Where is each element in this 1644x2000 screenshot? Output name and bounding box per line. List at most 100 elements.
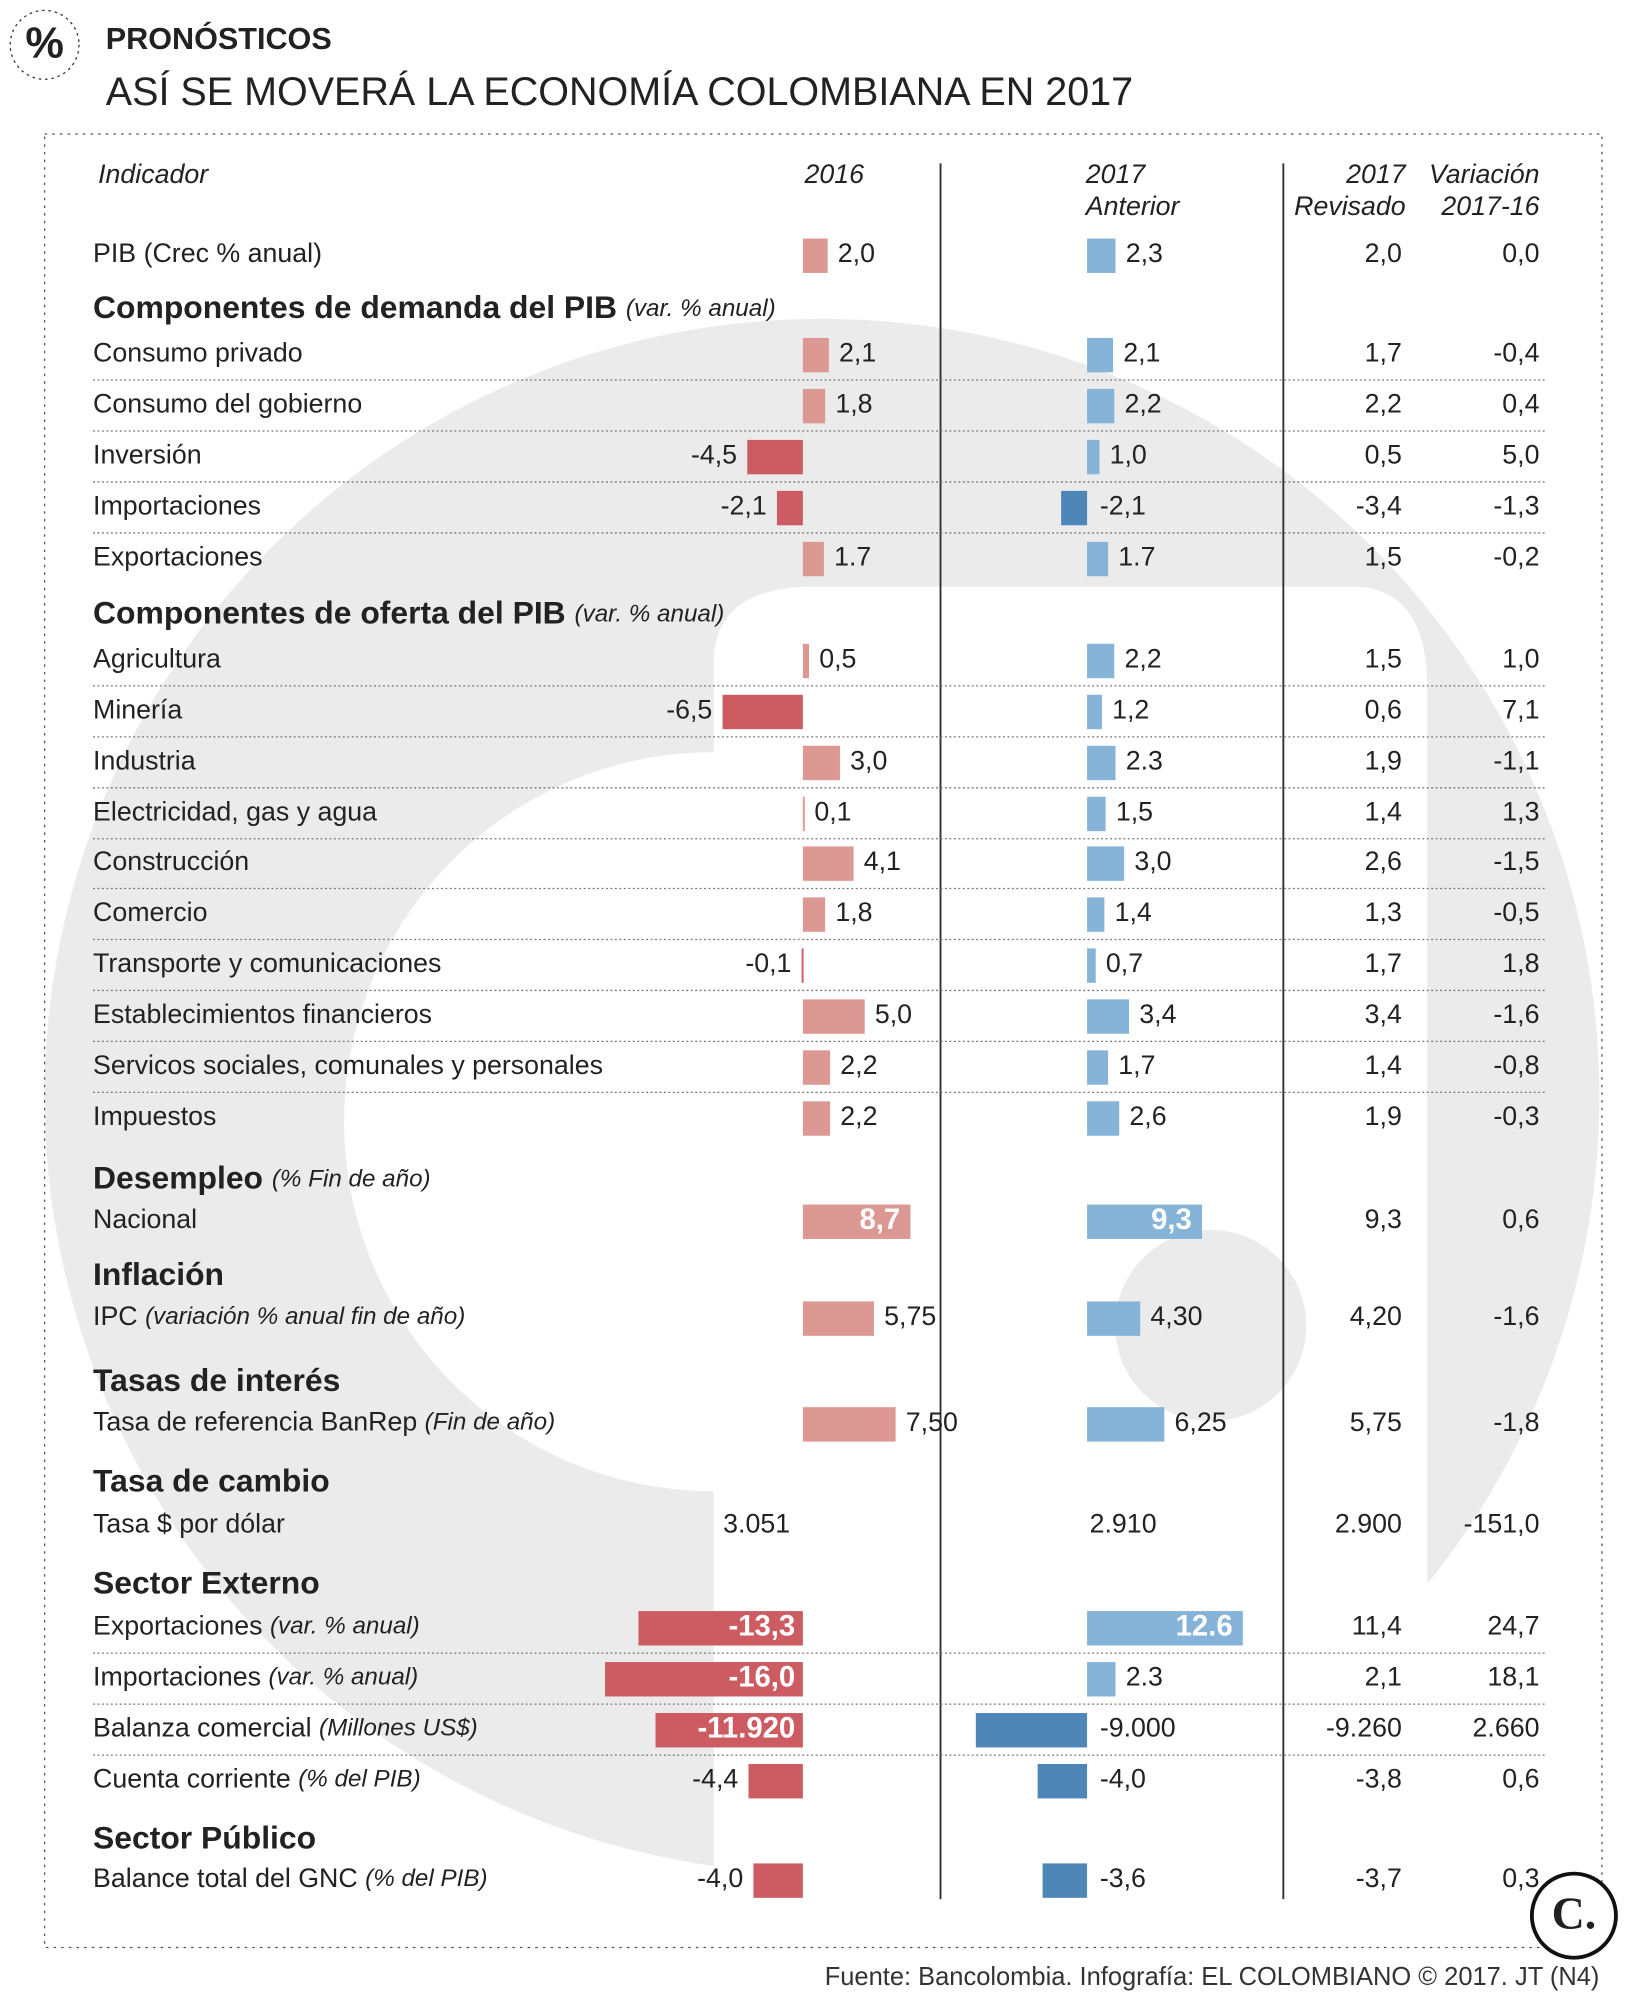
variacion: -1,5 [1493, 846, 1539, 876]
bar [802, 999, 865, 1034]
value-label: -2,1 [721, 490, 767, 520]
bar [753, 1863, 803, 1898]
bar [1087, 999, 1130, 1034]
row-label: Minería [93, 694, 182, 724]
value-label: 1,4 [1115, 897, 1152, 927]
variacion: -1,8 [1493, 1407, 1539, 1437]
revisado: 2,2 [1365, 389, 1402, 419]
col-header: 2017-16 [1440, 191, 1539, 221]
revisado: -3,4 [1356, 490, 1402, 520]
icon-circle [9, 9, 80, 80]
row-label: Importaciones (var. % anual) [93, 1662, 418, 1692]
watermark [44, 318, 1600, 1912]
variacion: 1,8 [1502, 948, 1539, 978]
variacion: -0,5 [1493, 897, 1539, 927]
value-label: 6,25 [1175, 1407, 1227, 1437]
row-label-text: Importaciones [93, 490, 261, 520]
value-label: 4,1 [864, 846, 901, 876]
revisado: -9.260 [1326, 1713, 1402, 1743]
bar [975, 1713, 1088, 1748]
title: ASÍ SE MOVERÁ LA ECONOMÍA COLOMBIANA EN … [106, 70, 1133, 114]
value-label: 2,0 [838, 238, 875, 268]
variacion: 0,6 [1502, 1764, 1539, 1794]
row-label: Consumo del gobierno [93, 389, 362, 419]
variacion: -1,3 [1493, 490, 1539, 520]
col-header: Variación [1429, 159, 1540, 189]
revisado: 1,5 [1365, 541, 1402, 571]
value-label: 9,3 [1151, 1203, 1192, 1236]
variacion: 18,1 [1487, 1662, 1539, 1692]
revisado: 2,1 [1365, 1662, 1402, 1692]
variacion: 0,3 [1502, 1863, 1539, 1893]
bar [1087, 238, 1116, 273]
row-note: (% del PIB) [365, 1865, 487, 1892]
row-label-text: Construcción [93, 846, 249, 876]
value-label: 2,2 [840, 1101, 877, 1131]
bar [802, 1101, 831, 1136]
bar [1087, 1407, 1165, 1442]
value-label: 2,6 [1129, 1101, 1166, 1131]
row-label-text: Balance total del GNC [93, 1863, 358, 1893]
revisado: 2.900 [1335, 1509, 1402, 1539]
bar [802, 1050, 831, 1085]
bar [1087, 796, 1106, 832]
value-label: -16,0 [728, 1660, 795, 1693]
bar [655, 1713, 803, 1748]
value-label: -11.920 [697, 1711, 795, 1744]
value-label: -2,1 [1100, 490, 1146, 520]
row-label-text: Tasa de referencia BanRep [93, 1407, 417, 1437]
bar [1087, 1611, 1243, 1646]
frame [43, 133, 1603, 1949]
row-label: Impuestos [93, 1101, 216, 1131]
row-label-text: Consumo del gobierno [93, 389, 362, 419]
section-title-text: Tasas de interés [93, 1362, 340, 1398]
section-title-text: Desempleo [93, 1160, 263, 1196]
value-label: 8,7 [860, 1203, 901, 1236]
revisado: -3,8 [1356, 1764, 1402, 1794]
revisado: 2,6 [1365, 846, 1402, 876]
variacion: 1,3 [1502, 796, 1539, 826]
bar [802, 897, 826, 932]
bar [1087, 388, 1115, 424]
row-label: Tasa de referencia BanRep (Fin de año) [93, 1407, 555, 1437]
variacion: -0,4 [1493, 338, 1539, 368]
value-label: 3,0 [850, 745, 887, 775]
value-label: 2,2 [1124, 643, 1161, 673]
value-label: -4,0 [1100, 1764, 1146, 1794]
revisado: 11,4 [1352, 1611, 1402, 1641]
bar [1087, 643, 1115, 679]
value-label: -4,4 [692, 1764, 738, 1794]
section-title-text: Componentes de oferta del PIB [93, 595, 566, 631]
bar [1087, 1101, 1120, 1136]
row-label-text: IPC [93, 1301, 138, 1331]
row-label-text: Transporte y comunicaciones [93, 948, 441, 978]
value-label: 1,8 [835, 897, 872, 927]
value-label: 2,3 [1126, 238, 1163, 268]
revisado: 0,6 [1365, 694, 1402, 724]
row-label-text: Electricidad, gas y agua [93, 796, 377, 826]
section-title-text: Inflación [93, 1257, 224, 1293]
revisado: 3,4 [1365, 999, 1402, 1029]
row-label: Inversión [93, 440, 202, 470]
value-label: -13,3 [728, 1609, 795, 1642]
row-label: Consumo privado [93, 338, 303, 368]
row-label-text: Consumo privado [93, 338, 303, 368]
value-label: 1.7 [834, 541, 871, 571]
row-label: Construcción [93, 846, 249, 876]
bar [1037, 1764, 1088, 1799]
section-title: Inflación [93, 1257, 224, 1293]
row-label-text: Exportaciones [93, 1611, 263, 1641]
bar [802, 541, 824, 577]
source: Fuente: Bancolombia. Infografía: EL COLO… [825, 1963, 1600, 1991]
row-label-text: Inversión [93, 440, 202, 470]
revisado: 1,9 [1365, 745, 1402, 775]
revisado: 1,7 [1365, 338, 1402, 368]
section-note: (% Fin de año) [272, 1166, 431, 1193]
value-label: 5,0 [875, 999, 912, 1029]
row-label: Industria [93, 745, 196, 775]
row-label-text: Comercio [93, 897, 207, 927]
value-label: 0,7 [1106, 948, 1143, 978]
revisado: 9,3 [1365, 1204, 1402, 1234]
bar [748, 1764, 803, 1799]
logo-circle [1529, 1871, 1618, 1960]
